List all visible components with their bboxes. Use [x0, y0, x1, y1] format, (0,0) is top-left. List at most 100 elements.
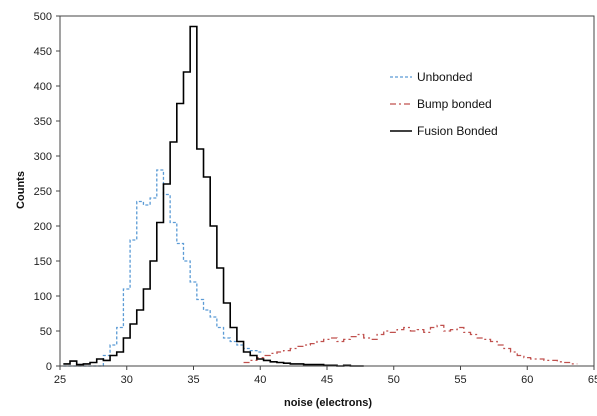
plot-series — [63, 25, 578, 367]
data-point-fusion-bonded — [286, 362, 288, 364]
data-point-fusion-bonded — [112, 355, 114, 357]
x-tick-label: 55 — [454, 374, 466, 386]
data-point-fusion-bonded — [146, 288, 148, 290]
y-tick-label: 0 — [46, 361, 52, 373]
data-point-unbonded — [206, 309, 208, 311]
data-point-unbonded — [106, 355, 108, 357]
data-point-fusion-bonded — [86, 363, 88, 365]
y-tick-label: 350 — [34, 116, 52, 128]
x-tick-label: 60 — [521, 374, 533, 386]
data-point-fusion-bonded — [119, 351, 121, 353]
data-point-unbonded — [199, 299, 201, 301]
data-point-bump-bonded — [520, 355, 522, 357]
data-point-bump-bonded — [306, 344, 308, 346]
data-point-fusion-bonded — [306, 364, 308, 366]
data-point-bump-bonded — [513, 351, 515, 353]
data-point-unbonded — [166, 194, 168, 196]
x-tick-label: 25 — [54, 374, 66, 386]
data-point-bump-bonded — [506, 348, 508, 350]
data-point-unbonded — [246, 348, 248, 350]
axes: 0 50 100 150 200 250 300 350 400 450 500 25 30 35 40 45… — [34, 11, 597, 386]
y-tick-label: 250 — [34, 186, 52, 198]
data-point-bump-bonded — [453, 329, 455, 331]
data-point-bump-bonded — [299, 345, 301, 347]
data-point-bump-bonded — [279, 351, 281, 353]
data-point-fusion-bonded — [299, 363, 301, 365]
data-point-unbonded — [159, 169, 161, 171]
data-point-bump-bonded — [566, 362, 568, 364]
x-tick-label: 40 — [254, 374, 266, 386]
data-point-fusion-bonded — [152, 260, 154, 262]
data-point-bump-bonded — [526, 357, 528, 359]
x-tick-label: 35 — [187, 374, 199, 386]
legend-label-bump-bonded: Bump bonded — [417, 97, 492, 111]
data-point-unbonded — [126, 288, 128, 290]
series-bump-bonded — [243, 324, 578, 365]
data-point-fusion-bonded — [319, 364, 321, 366]
data-point-bump-bonded — [433, 327, 435, 329]
data-point-fusion-bonded — [186, 71, 188, 73]
y-axis-title: Counts — [15, 171, 27, 209]
data-point-fusion-bonded — [166, 183, 168, 185]
data-point-fusion-bonded — [126, 337, 128, 339]
y-tick-label: 100 — [34, 291, 52, 303]
data-point-bump-bonded — [560, 361, 562, 363]
data-point-bump-bonded — [426, 331, 428, 333]
data-point-bump-bonded — [393, 331, 395, 333]
data-point-bump-bonded — [460, 327, 462, 329]
data-point-fusion-bonded — [279, 362, 281, 364]
data-point-fusion-bonded — [246, 351, 248, 353]
data-point-fusion-bonded — [172, 141, 174, 143]
data-point-bump-bonded — [379, 334, 381, 336]
data-point-unbonded — [253, 350, 255, 352]
data-point-fusion-bonded — [259, 358, 261, 360]
legend: Unbonded Bump bonded Fusion Bonded — [390, 70, 498, 138]
data-point-bump-bonded — [353, 336, 355, 338]
x-tick-label: 65 — [588, 374, 597, 386]
data-point-unbonded — [193, 281, 195, 283]
series-unbonded — [63, 169, 264, 367]
data-point-unbonded — [226, 337, 228, 339]
y-tick-label: 450 — [34, 46, 52, 58]
data-point-bump-bonded — [473, 334, 475, 336]
data-point-fusion-bonded — [139, 309, 141, 311]
data-point-bump-bonded — [293, 348, 295, 350]
data-point-unbonded — [179, 243, 181, 245]
data-point-unbonded — [119, 327, 121, 329]
data-point-bump-bonded — [319, 341, 321, 343]
data-point-bump-bonded — [386, 330, 388, 332]
data-point-fusion-bonded — [193, 26, 195, 28]
data-point-bump-bonded — [500, 344, 502, 346]
y-tick-label: 400 — [34, 81, 52, 93]
data-point-fusion-bonded — [179, 103, 181, 105]
data-point-bump-bonded — [373, 338, 375, 340]
data-point-bump-bonded — [359, 334, 361, 336]
data-point-fusion-bonded — [92, 362, 94, 364]
data-point-bump-bonded — [346, 338, 348, 340]
data-point-bump-bonded — [339, 341, 341, 343]
data-point-unbonded — [172, 222, 174, 224]
data-point-fusion-bonded — [233, 327, 235, 329]
data-point-fusion-bonded — [219, 267, 221, 269]
y-tick-label: 200 — [34, 221, 52, 233]
data-point-fusion-bonded — [79, 364, 81, 366]
data-point-fusion-bonded — [253, 355, 255, 357]
data-point-bump-bonded — [546, 359, 548, 361]
data-point-bump-bonded — [366, 337, 368, 339]
x-tick-label: 45 — [321, 374, 333, 386]
data-point-bump-bonded — [439, 324, 441, 326]
data-point-unbonded — [146, 204, 148, 206]
data-point-unbonded — [186, 260, 188, 262]
y-tick-label: 50 — [40, 326, 52, 338]
data-point-bump-bonded — [333, 337, 335, 339]
data-point-unbonded — [213, 316, 215, 318]
data-point-bump-bonded — [466, 331, 468, 333]
y-tick-label: 150 — [34, 256, 52, 268]
data-point-bump-bonded — [266, 355, 268, 357]
data-point-fusion-bonded — [226, 302, 228, 304]
data-point-unbonded — [219, 327, 221, 329]
series-line-unbonded — [63, 169, 264, 367]
x-tick-label: 50 — [388, 374, 400, 386]
data-point-bump-bonded — [399, 329, 401, 331]
